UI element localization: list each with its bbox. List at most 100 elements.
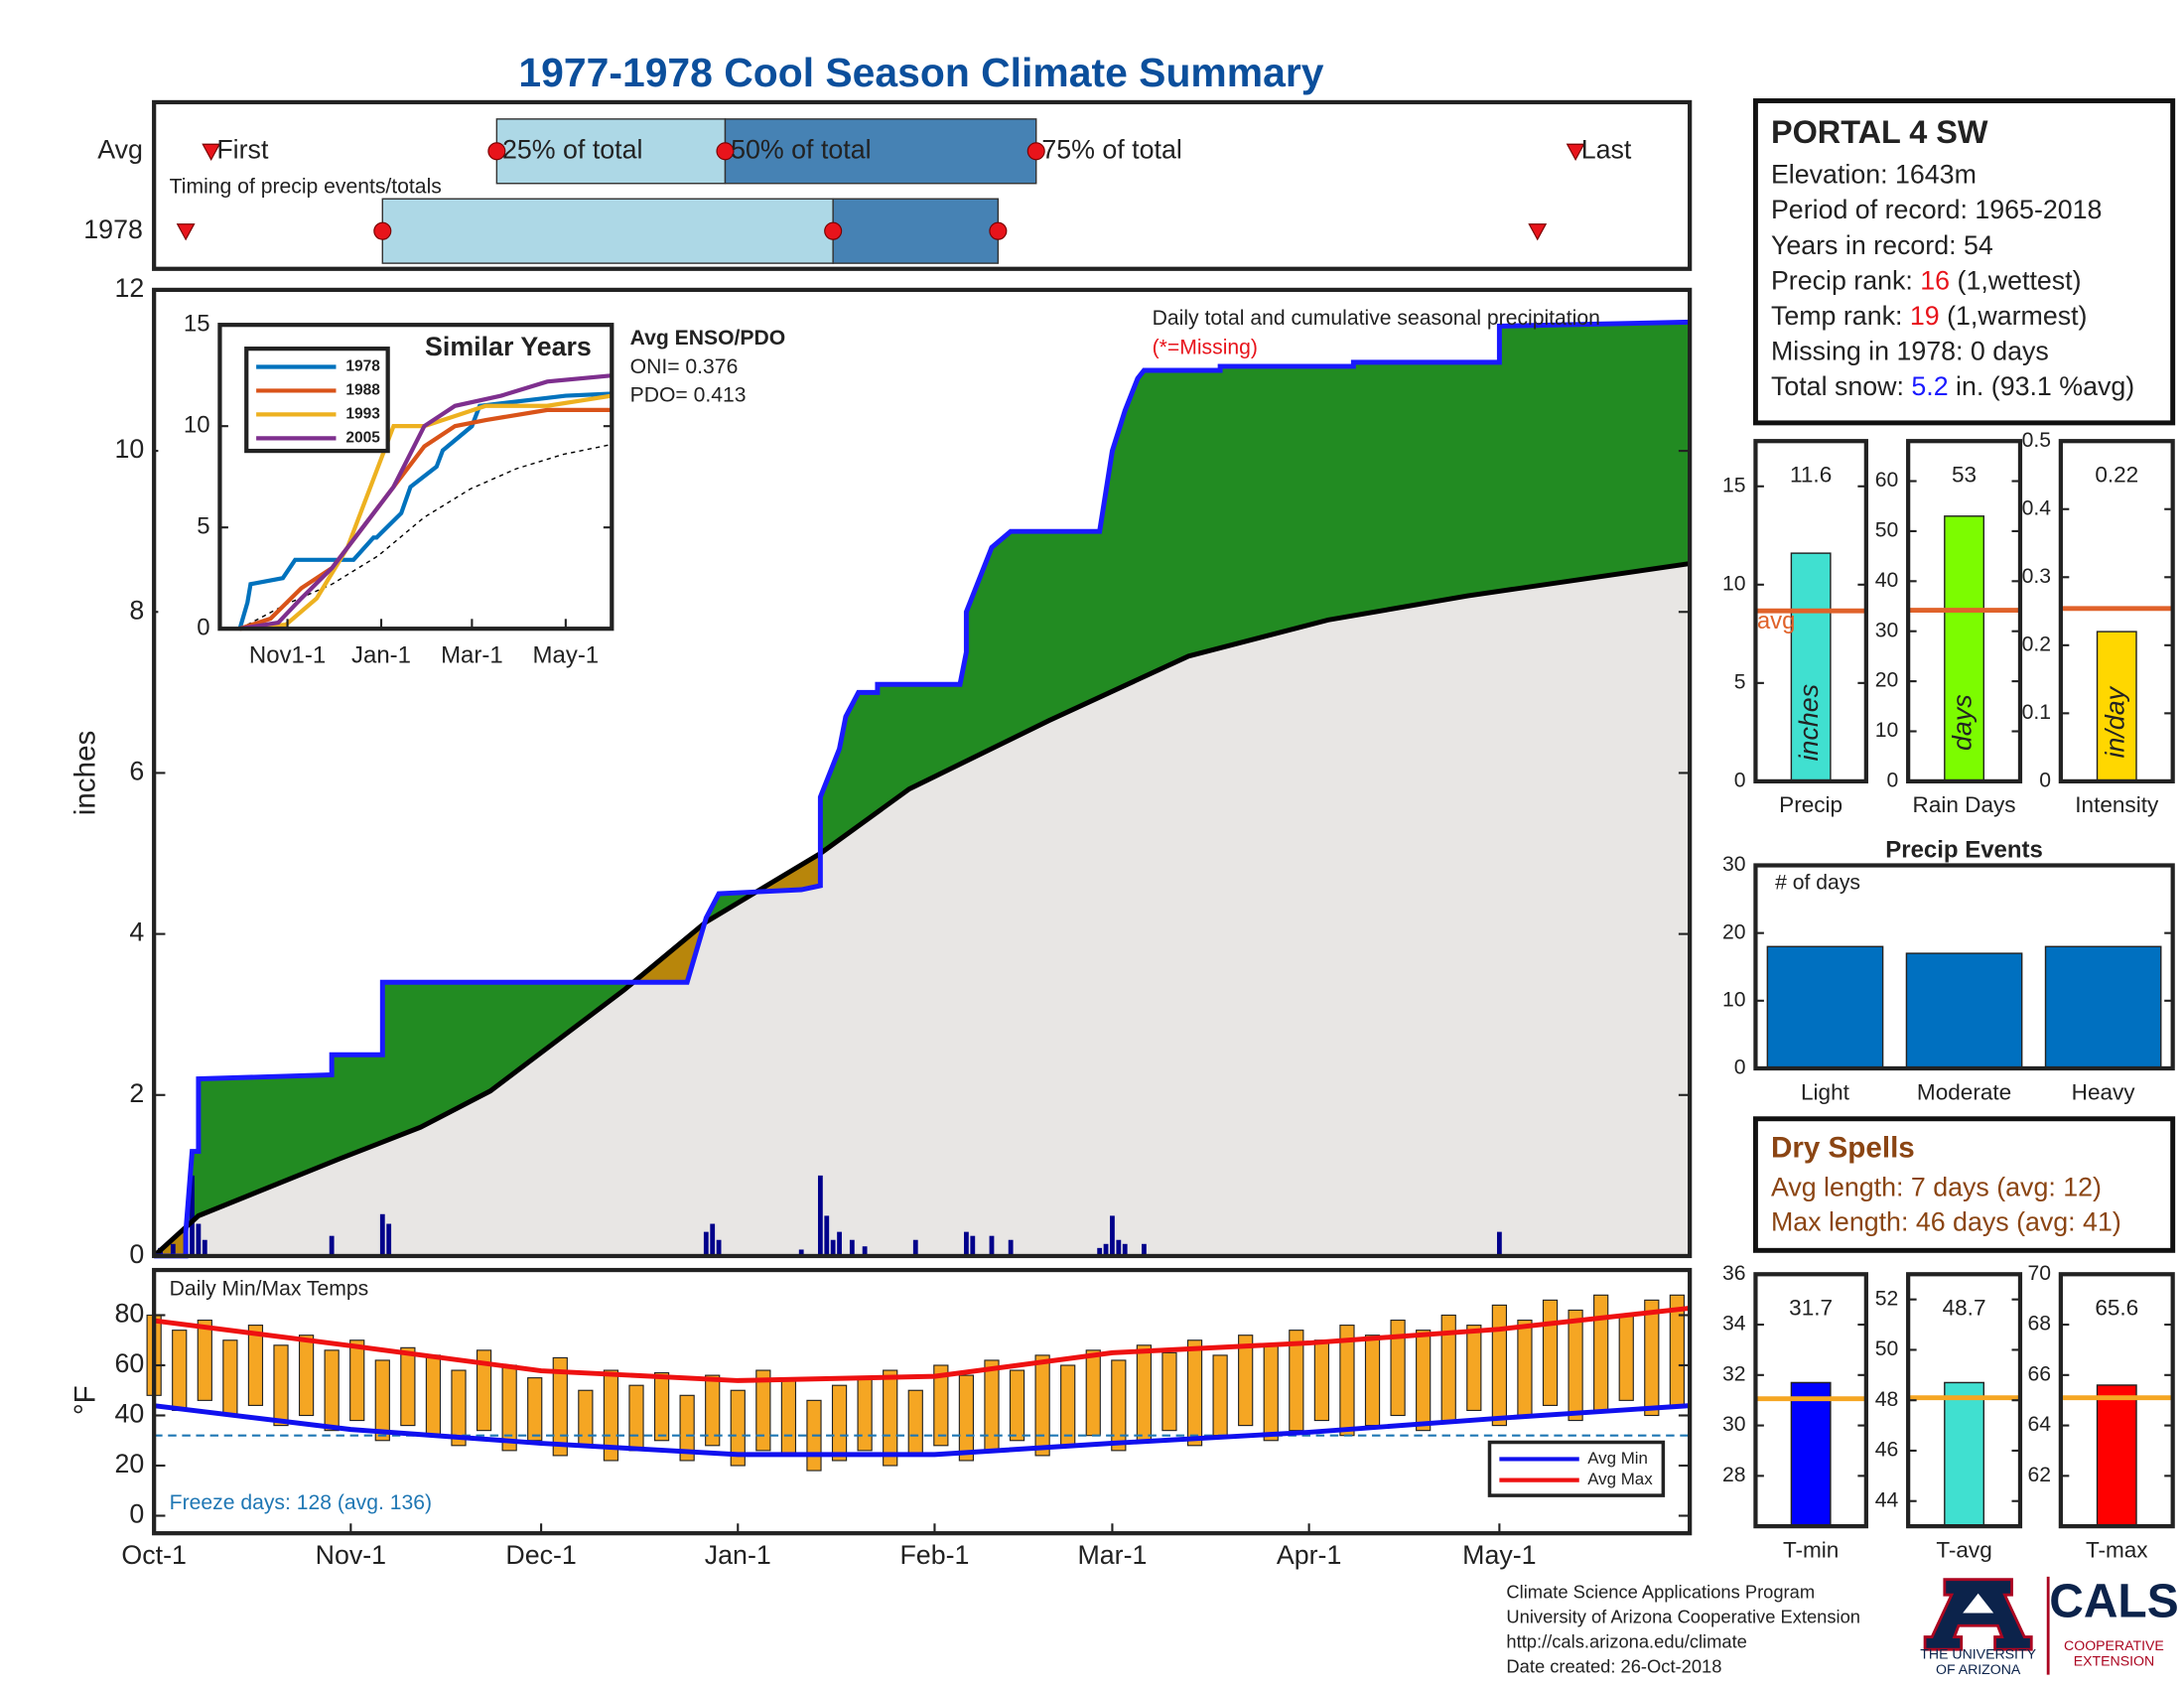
temp-range-bar xyxy=(1644,1299,1660,1417)
dry-spells-title: Dry Spells xyxy=(1771,1132,1915,1165)
timing-marker xyxy=(989,221,1008,240)
y-tick-label: 0.2 xyxy=(2022,633,2051,655)
station-text: Elevation: 1643m xyxy=(1771,160,1977,190)
temp-title: Daily Min/Max Temps xyxy=(170,1277,369,1300)
daily-bar xyxy=(970,1235,976,1256)
station-text: Temp rank: xyxy=(1771,301,1910,331)
y-tick-label: 48 xyxy=(1875,1388,1899,1411)
timing-bar xyxy=(832,198,1000,264)
legend-label: 1988 xyxy=(345,382,380,399)
y-tick-label: 70 xyxy=(2027,1262,2051,1285)
daily-bar xyxy=(862,1246,868,1256)
bar xyxy=(2044,945,2162,1069)
x-tick-label: Mar-1 xyxy=(441,642,503,669)
footer-line: University of Arizona Cooperative Extens… xyxy=(1506,1607,1860,1627)
timing-triangle xyxy=(176,223,196,241)
temp-range-bar xyxy=(679,1394,695,1462)
y-tick-label: 0 xyxy=(197,615,209,641)
inset-title: Similar Years xyxy=(425,332,592,361)
plot-frame xyxy=(1753,1272,1868,1529)
average-line xyxy=(152,561,1691,1258)
daily-bar xyxy=(912,1239,918,1256)
temp-range-bar xyxy=(628,1384,644,1452)
y-tick-label: 0.3 xyxy=(2022,565,2051,588)
legend-label: Avg Max xyxy=(1587,1470,1653,1488)
footer-line: Climate Science Applications Program xyxy=(1506,1582,1815,1603)
x-tick-label: May-1 xyxy=(533,642,600,669)
category-label: Rain Days xyxy=(1913,792,2016,817)
x-tick-label: Nov1-1 xyxy=(249,642,326,669)
temp-range-bar xyxy=(501,1364,517,1452)
temp-range-bar xyxy=(425,1354,442,1437)
y-tick-label: 10 xyxy=(184,412,210,439)
temp-range-bar xyxy=(907,1389,923,1457)
average-temp-line xyxy=(153,1403,1691,1458)
station-text: (1,wettest) xyxy=(1950,265,2081,295)
station-line: Precip rank: 16 (1,wettest) xyxy=(1771,265,2082,295)
plot-frame xyxy=(217,323,614,632)
y-tick-label: 32 xyxy=(1722,1362,1746,1385)
temp-range-bar xyxy=(1568,1309,1583,1422)
y-tick-label: 0.4 xyxy=(2022,496,2052,519)
category-label: T-min xyxy=(1783,1537,1839,1562)
y-tick-label: 34 xyxy=(1722,1313,1746,1336)
y-tick-label: 28 xyxy=(1722,1464,1746,1486)
y-tick-label: 30 xyxy=(1875,619,1899,641)
average-area xyxy=(154,563,1691,1256)
daily-bar xyxy=(1008,1239,1014,1256)
daily-bar xyxy=(386,1223,392,1256)
temp-range-bar xyxy=(349,1339,365,1422)
y-tick-label: 5 xyxy=(1734,670,1746,693)
y-tick-label: 50 xyxy=(1875,1337,1899,1360)
y-tick-label: 60 xyxy=(1875,469,1899,492)
plot-frame xyxy=(152,1267,1693,1536)
y-tick-label: 66 xyxy=(2027,1362,2051,1385)
y-tick-label: 5 xyxy=(197,513,209,540)
temp-range-bar xyxy=(1466,1325,1482,1412)
legend-label: 1993 xyxy=(345,406,380,423)
daily-bar xyxy=(196,1223,202,1256)
daily-bar xyxy=(849,1239,855,1256)
timing-subtitle: Timing of precip events/totals xyxy=(170,176,442,199)
temp-range-bar xyxy=(1491,1304,1507,1427)
temp-range-bar xyxy=(958,1374,975,1462)
unit-label: inches xyxy=(1794,684,1824,761)
temp-range-bar xyxy=(1593,1294,1609,1412)
station-text: in. (93.1 %avg) xyxy=(1949,371,2135,401)
timing-triangle xyxy=(1566,143,1585,161)
station-line: Missing in 1978: 0 days xyxy=(1771,336,2049,365)
x-tick-label: Jan-1 xyxy=(705,1540,771,1570)
temp-range-bar xyxy=(578,1389,594,1447)
logo-a-hole xyxy=(1963,1593,1994,1614)
temp-range-bar xyxy=(1034,1354,1050,1457)
y-tick-label: 10 xyxy=(1722,572,1746,595)
temp-range-bar xyxy=(476,1349,492,1432)
y-tick-label: 12 xyxy=(114,273,144,303)
daily-bar xyxy=(964,1231,969,1256)
daily-bar xyxy=(989,1235,995,1256)
daily-bar xyxy=(190,1175,195,1256)
timing-marker xyxy=(487,142,506,161)
station-text: 19 xyxy=(1910,301,1940,331)
temp-range-bar xyxy=(755,1369,771,1452)
bar xyxy=(1944,1381,1985,1527)
category-label: Light xyxy=(1801,1079,1850,1104)
cumulative-line xyxy=(154,319,1691,1259)
series-line xyxy=(237,391,613,630)
y-tick-label: 68 xyxy=(2027,1313,2051,1336)
bar xyxy=(1766,945,1884,1069)
y-tick-label: 80 xyxy=(114,1299,144,1329)
category-label: T-avg xyxy=(1936,1537,1991,1562)
y-tick-label: 20 xyxy=(114,1449,144,1478)
y-tick-label: 20 xyxy=(1875,669,1899,692)
value-label: 65.6 xyxy=(2095,1295,2138,1320)
daily-bar xyxy=(817,1175,823,1256)
timing-bar xyxy=(724,118,1037,185)
timing-label: First xyxy=(216,134,269,164)
logo-a xyxy=(1923,1578,2033,1651)
plot-frame xyxy=(1906,439,2023,784)
y-tick-label: 36 xyxy=(1722,1262,1746,1285)
plot-frame xyxy=(2058,1272,2175,1529)
timing-marker xyxy=(716,142,735,161)
